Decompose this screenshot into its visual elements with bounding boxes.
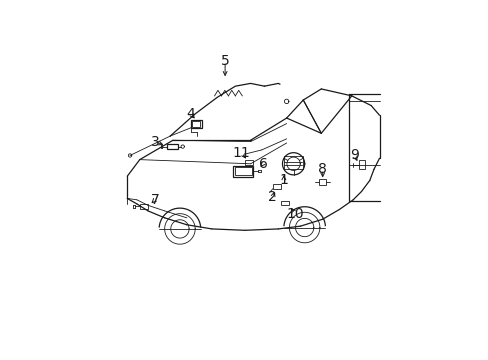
Bar [233, 166, 253, 177]
Text: 7: 7 [150, 193, 159, 207]
Bar [140, 204, 148, 209]
Text: 3: 3 [150, 135, 159, 149]
Text: 11: 11 [232, 146, 250, 160]
Text: 4: 4 [186, 107, 195, 121]
Bar [281, 201, 288, 205]
Bar [272, 184, 280, 189]
Text: 2: 2 [268, 190, 277, 204]
Text: 9: 9 [349, 148, 358, 162]
Bar [234, 167, 251, 175]
Bar [166, 144, 178, 149]
Text: 1: 1 [279, 174, 288, 188]
Text: 10: 10 [285, 207, 303, 221]
Bar [191, 120, 201, 128]
Bar [192, 121, 200, 127]
Text: 6: 6 [258, 157, 267, 171]
Bar [244, 160, 253, 165]
Bar [358, 161, 364, 169]
Bar [284, 156, 302, 169]
Bar [318, 179, 325, 185]
Text: 5: 5 [220, 54, 229, 68]
Text: 8: 8 [318, 162, 326, 176]
